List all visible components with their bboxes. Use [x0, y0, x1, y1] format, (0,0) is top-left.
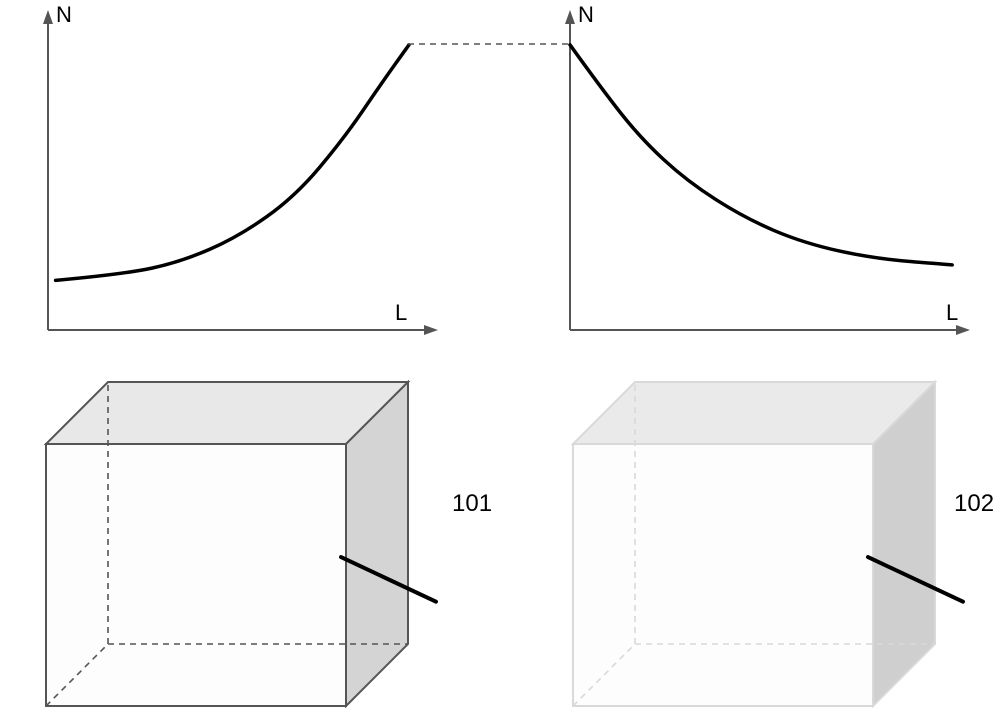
- left-chart-x-label: L: [395, 300, 407, 326]
- right-cube-label: 102: [954, 490, 994, 518]
- right-chart-y-label: N: [578, 2, 594, 28]
- right-chart-x-label: L: [946, 300, 958, 326]
- left-chart-y-label: N: [56, 2, 72, 28]
- figure-container: N L N L 101 102: [0, 0, 1000, 714]
- left-cube-label: 101: [452, 490, 492, 518]
- diagram-svg: [0, 0, 1000, 714]
